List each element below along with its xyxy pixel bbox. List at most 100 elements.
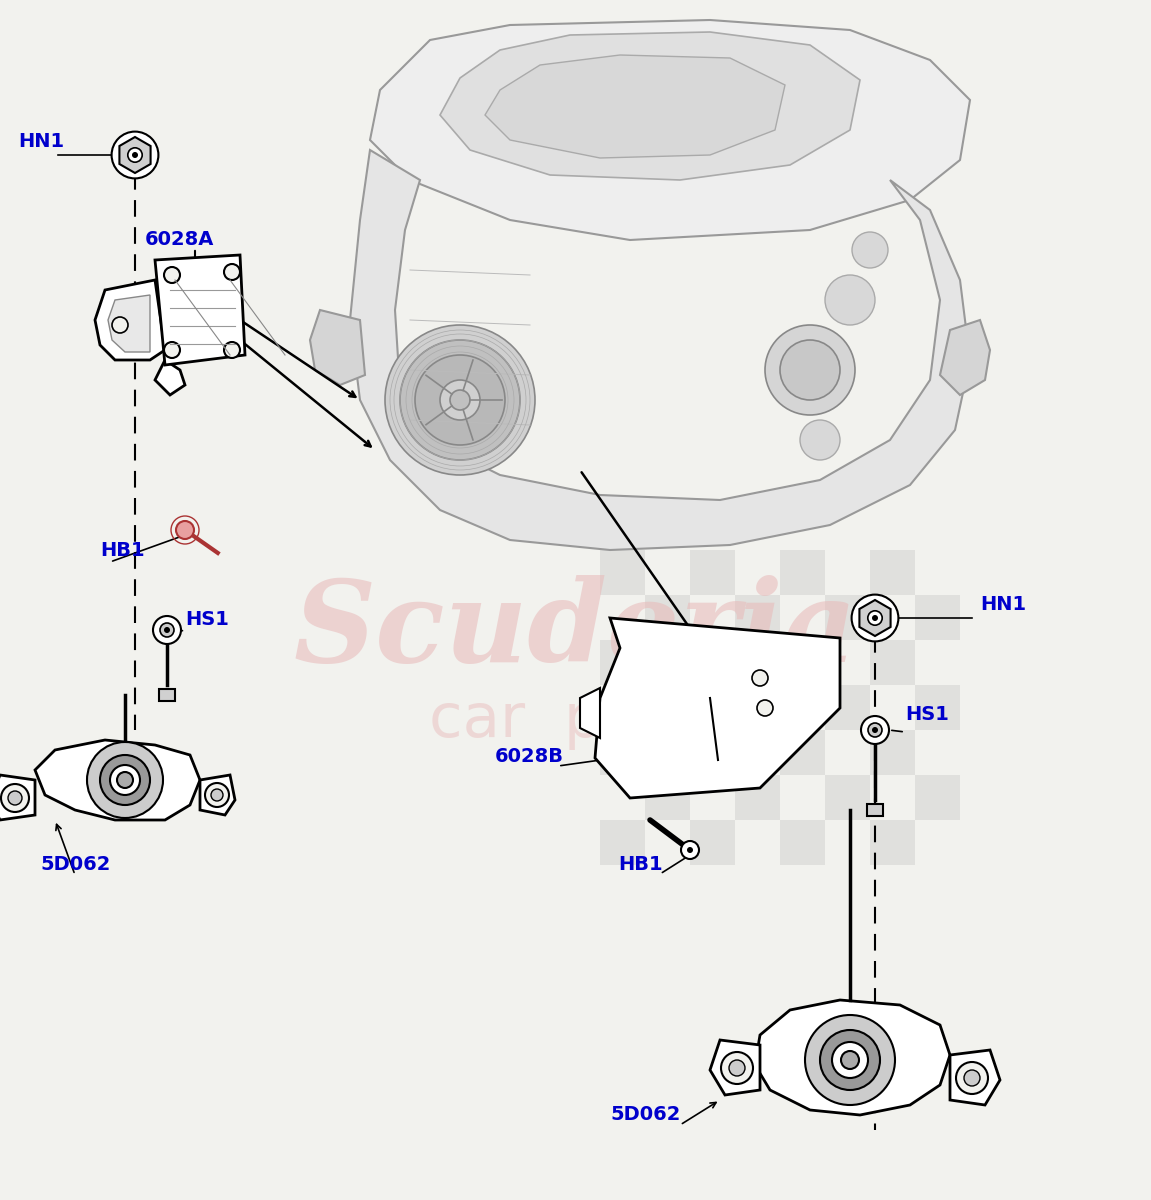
Circle shape [721, 1052, 753, 1084]
Polygon shape [485, 55, 785, 158]
Bar [870, 730, 915, 775]
Polygon shape [200, 775, 235, 815]
Bar [825, 685, 870, 730]
Text: HN1: HN1 [18, 132, 64, 151]
Circle shape [800, 420, 840, 460]
Circle shape [852, 232, 889, 268]
Polygon shape [155, 254, 245, 365]
Circle shape [224, 342, 241, 358]
Bar [600, 730, 645, 775]
Polygon shape [155, 360, 185, 395]
Circle shape [687, 847, 693, 853]
Text: 5D062: 5D062 [40, 854, 110, 874]
Bar [645, 775, 689, 820]
Circle shape [211, 790, 223, 802]
Bar [600, 550, 645, 595]
Polygon shape [0, 775, 35, 820]
Text: HB1: HB1 [618, 854, 663, 874]
Circle shape [160, 623, 174, 637]
Polygon shape [350, 150, 970, 550]
Bar [780, 820, 825, 865]
Polygon shape [440, 32, 860, 180]
Circle shape [132, 152, 138, 158]
Polygon shape [369, 20, 970, 240]
Circle shape [112, 132, 159, 179]
Bar [645, 685, 689, 730]
Text: HN1: HN1 [980, 595, 1027, 614]
Bar [825, 595, 870, 640]
Circle shape [861, 716, 889, 744]
Circle shape [163, 342, 180, 358]
Circle shape [868, 611, 882, 625]
Polygon shape [950, 1050, 1000, 1105]
Bar [735, 685, 780, 730]
Bar [870, 820, 915, 865]
Bar [689, 550, 735, 595]
Bar [780, 730, 825, 775]
Circle shape [852, 594, 899, 641]
Bar [689, 640, 735, 685]
Circle shape [820, 1030, 881, 1090]
Text: HB1: HB1 [100, 541, 145, 560]
Polygon shape [35, 740, 200, 820]
Text: 6028A: 6028A [145, 230, 214, 248]
Text: HS1: HS1 [185, 610, 229, 629]
Circle shape [832, 1042, 868, 1078]
Polygon shape [595, 618, 840, 798]
Circle shape [163, 626, 170, 634]
Circle shape [956, 1062, 988, 1094]
Circle shape [752, 670, 768, 686]
Bar [600, 640, 645, 685]
Circle shape [205, 782, 229, 806]
Bar [735, 775, 780, 820]
Circle shape [868, 722, 882, 737]
Bar [915, 775, 960, 820]
Circle shape [176, 521, 195, 539]
Polygon shape [860, 600, 891, 636]
Polygon shape [120, 137, 151, 173]
Polygon shape [710, 1040, 760, 1094]
Circle shape [872, 727, 878, 733]
Polygon shape [108, 295, 150, 352]
Circle shape [440, 380, 480, 420]
Bar [870, 640, 915, 685]
Bar [780, 640, 825, 685]
Text: Scuderia: Scuderia [294, 575, 856, 685]
Bar [825, 775, 870, 820]
Circle shape [841, 1051, 859, 1069]
Bar [600, 820, 645, 865]
Bar [645, 595, 689, 640]
Circle shape [729, 1060, 745, 1076]
Circle shape [224, 264, 241, 280]
Circle shape [110, 766, 140, 794]
Circle shape [153, 616, 181, 644]
Circle shape [780, 340, 840, 400]
Circle shape [765, 325, 855, 415]
Text: HS1: HS1 [905, 704, 948, 724]
Circle shape [100, 755, 150, 805]
Text: car  parts: car parts [429, 690, 721, 750]
Circle shape [8, 791, 22, 805]
Circle shape [87, 742, 163, 818]
Polygon shape [755, 1000, 950, 1115]
Circle shape [872, 614, 878, 622]
Circle shape [1, 784, 29, 812]
Circle shape [450, 390, 470, 410]
Polygon shape [310, 310, 365, 385]
Circle shape [401, 340, 520, 460]
Polygon shape [940, 320, 990, 395]
Bar [780, 550, 825, 595]
Bar [689, 820, 735, 865]
Circle shape [416, 355, 505, 445]
Bar [689, 730, 735, 775]
Circle shape [805, 1015, 895, 1105]
Polygon shape [96, 280, 165, 360]
Polygon shape [580, 688, 600, 738]
Circle shape [128, 148, 143, 162]
Circle shape [757, 700, 773, 716]
Circle shape [117, 772, 134, 788]
Bar [735, 595, 780, 640]
Circle shape [384, 325, 535, 475]
Circle shape [965, 1070, 980, 1086]
Bar [159, 689, 175, 701]
